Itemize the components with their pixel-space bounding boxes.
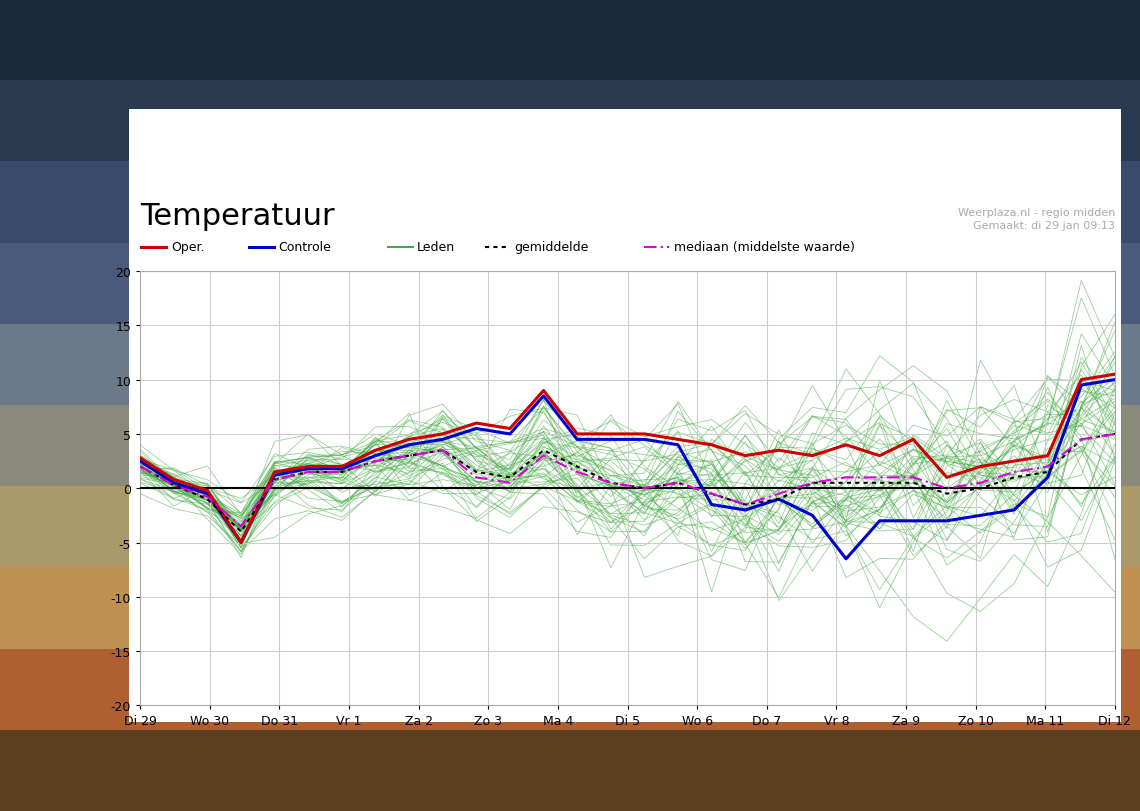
Bar [0,568,1140,649]
Bar [0,730,1140,811]
Text: Temperatuur: Temperatuur [140,202,335,231]
Bar [0,487,1140,568]
Bar [0,243,1140,324]
Bar [0,649,1140,730]
Bar [0,81,1140,162]
Bar [0,162,1140,243]
Text: mediaan (middelste waarde): mediaan (middelste waarde) [674,241,855,254]
Text: Leden: Leden [417,241,455,254]
Text: Oper.: Oper. [171,241,204,254]
Text: gemiddelde: gemiddelde [514,241,588,254]
Bar [0,324,1140,406]
Text: Weerplaza.nl - regio midden
Gemaakt: di 29 jan 09:13: Weerplaza.nl - regio midden Gemaakt: di … [958,208,1115,231]
Bar [0,0,1140,81]
Bar [0,406,1140,487]
Text: Controle: Controle [278,241,331,254]
